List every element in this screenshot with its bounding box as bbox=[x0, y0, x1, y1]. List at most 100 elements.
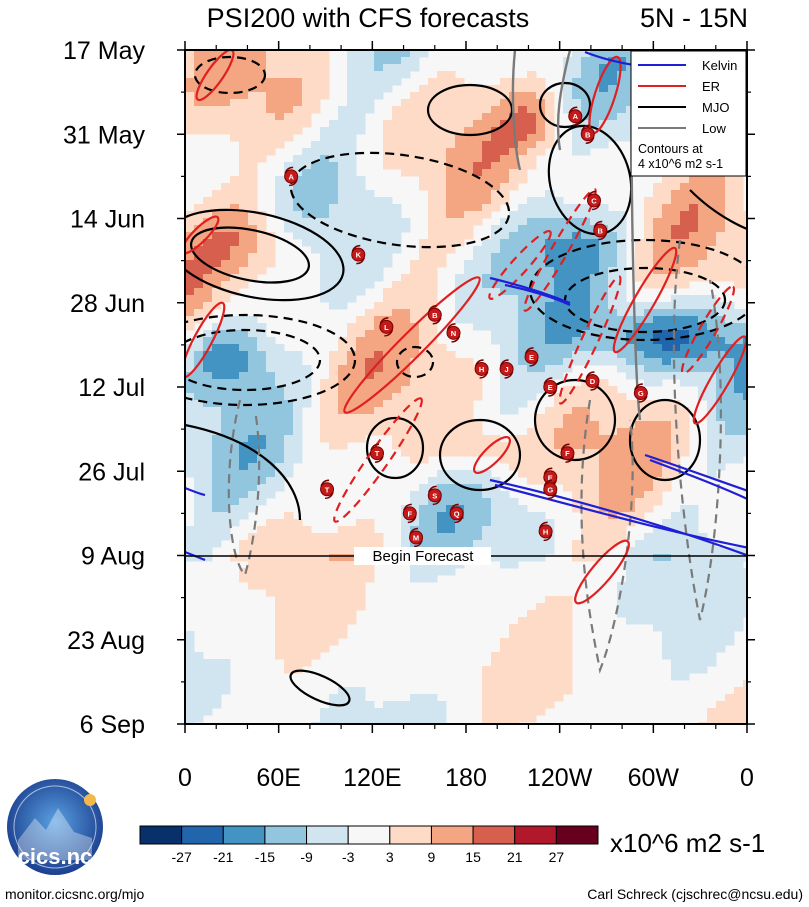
legend: Kelvin ER MJO Low Contours at 4 x10^6 m2… bbox=[630, 50, 747, 177]
mjo-contour bbox=[438, 418, 522, 492]
svg-text:B: B bbox=[432, 311, 438, 320]
storm-marker: B bbox=[580, 124, 595, 144]
y-tick-label: 17 May bbox=[63, 37, 145, 65]
mjo-contour bbox=[689, 189, 747, 231]
svg-text:E: E bbox=[529, 353, 534, 362]
mjo-contour bbox=[538, 81, 592, 129]
mjo-contour-negative bbox=[185, 328, 322, 392]
logo-text: cics.nc bbox=[18, 844, 93, 869]
svg-text:A: A bbox=[573, 112, 579, 121]
colorbar-tick-label: -15 bbox=[255, 849, 275, 865]
kelvin-contour bbox=[644, 453, 747, 492]
chart-title: PSI200 with CFS forecasts bbox=[207, 3, 530, 33]
kelvin-contour bbox=[185, 486, 206, 497]
storm-marker: J bbox=[499, 359, 514, 379]
er-contour bbox=[343, 276, 481, 414]
colorbar-tick-label: 9 bbox=[428, 849, 436, 865]
er-contour bbox=[612, 246, 678, 354]
storm-marker: A bbox=[568, 106, 583, 126]
storm-marker: H bbox=[538, 521, 553, 542]
legend-label-er: ER bbox=[702, 79, 720, 94]
svg-text:H: H bbox=[543, 527, 548, 536]
colorbar-swatch bbox=[181, 825, 224, 845]
er-contour bbox=[185, 301, 226, 379]
er-contour-negative bbox=[680, 285, 736, 375]
mjo-contour-negative bbox=[185, 313, 357, 407]
chart-subtitle: 5N - 15N bbox=[640, 3, 748, 33]
colorbar-tick-label: -9 bbox=[300, 849, 313, 865]
svg-text:H: H bbox=[479, 365, 484, 374]
colorbar-swatch bbox=[514, 825, 557, 845]
low-contour bbox=[511, 50, 522, 171]
storm-marker: G bbox=[633, 383, 648, 403]
svg-text:K: K bbox=[356, 251, 362, 260]
low-contour-negative bbox=[227, 399, 261, 578]
storm-marker: Q bbox=[449, 503, 464, 524]
y-tick-label: 9 Aug bbox=[81, 543, 145, 571]
svg-text:L: L bbox=[384, 323, 389, 332]
svg-text:F: F bbox=[565, 449, 570, 458]
x-tick-label: 0 bbox=[178, 764, 192, 792]
er-contour-negative bbox=[333, 397, 423, 523]
colorbar-tick-label: 15 bbox=[465, 849, 481, 865]
er-contour bbox=[473, 436, 511, 474]
forecast-start-label: Begin Forecast bbox=[373, 548, 475, 565]
storm-marker: A bbox=[284, 166, 299, 187]
colorbar-swatch bbox=[555, 825, 599, 845]
storm-marker: F bbox=[560, 443, 575, 463]
colorbar-swatch bbox=[222, 825, 266, 845]
colorbar-tick-label: -21 bbox=[213, 849, 233, 865]
colorbar-swatch bbox=[472, 825, 516, 845]
y-tick-label: 31 May bbox=[63, 121, 145, 149]
storm-marker: T bbox=[370, 443, 385, 463]
kelvin-contour bbox=[494, 483, 747, 549]
storm-marker: E bbox=[543, 377, 558, 397]
mjo-contour bbox=[289, 669, 351, 707]
storm-marker: C bbox=[587, 190, 602, 211]
svg-text:E: E bbox=[548, 473, 553, 482]
svg-text:A: A bbox=[288, 172, 294, 181]
mjo-contour bbox=[185, 423, 302, 521]
colorbar-swatch bbox=[139, 825, 183, 845]
x-tick-label: 60E bbox=[256, 764, 300, 792]
y-tick-label: 12 Jul bbox=[78, 374, 145, 402]
x-tick-label: 120E bbox=[343, 764, 401, 792]
svg-text:M: M bbox=[413, 533, 419, 542]
y-tick-label: 6 Sep bbox=[80, 711, 145, 739]
mjo-contour-negative bbox=[395, 345, 435, 379]
storm-marker: B bbox=[593, 220, 608, 241]
svg-text:T: T bbox=[325, 485, 330, 494]
storm-marker: N bbox=[446, 323, 461, 343]
mjo-contour-negative bbox=[289, 151, 511, 249]
kelvin-contour bbox=[649, 458, 747, 501]
storm-marker: H bbox=[474, 359, 489, 379]
er-contour-negative bbox=[558, 275, 622, 405]
mjo-contour bbox=[426, 83, 514, 137]
colorbar-swatch bbox=[389, 825, 432, 845]
footer-website: monitor.cicsnc.org/mjo bbox=[5, 886, 144, 902]
mjo-contour-negative bbox=[193, 55, 267, 95]
colorbar-swatch bbox=[430, 825, 474, 845]
kelvin-contour bbox=[489, 276, 571, 305]
legend-note-line2: 4 x10^6 m2 s-1 bbox=[638, 157, 723, 171]
svg-text:B: B bbox=[598, 227, 604, 236]
er-contour bbox=[692, 335, 747, 425]
svg-text:G: G bbox=[547, 485, 553, 494]
svg-text:D: D bbox=[590, 377, 596, 386]
er-contour bbox=[574, 539, 630, 605]
low-contour bbox=[556, 50, 572, 151]
er-contour-negative bbox=[488, 230, 552, 300]
storm-marker: G bbox=[543, 479, 558, 500]
kelvin-contour bbox=[504, 283, 571, 306]
low-contour-negative bbox=[580, 399, 634, 674]
x-axis: 0 60E 120E 180 120W 60W 0 bbox=[178, 41, 754, 792]
mjo-contour bbox=[628, 398, 702, 482]
storm-marker: T bbox=[320, 479, 335, 500]
y-tick-label: 26 Jul bbox=[78, 458, 145, 486]
mjo-contour bbox=[365, 416, 425, 480]
legend-label-mjo: MJO bbox=[702, 100, 729, 115]
mjo-contour bbox=[189, 226, 311, 284]
storm-marker: M bbox=[409, 527, 424, 548]
y-tick-label: 23 Aug bbox=[67, 627, 145, 655]
